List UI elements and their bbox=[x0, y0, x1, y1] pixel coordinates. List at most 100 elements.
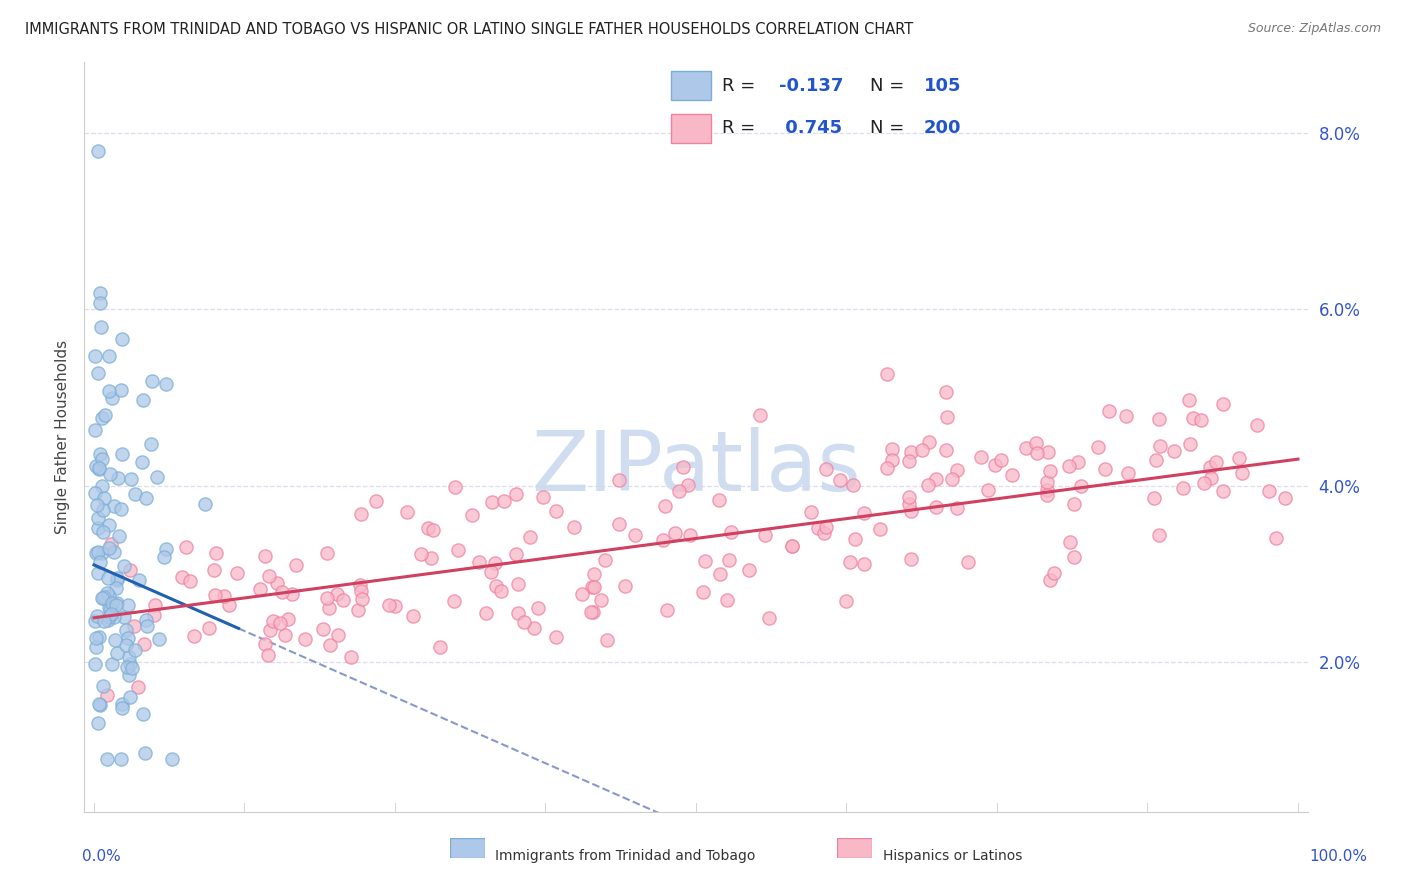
Point bbox=[112, 559, 135, 574]
Point bbox=[1144, 453, 1167, 467]
Point bbox=[1180, 436, 1202, 450]
Point bbox=[593, 552, 616, 566]
Point bbox=[1066, 455, 1088, 469]
Point bbox=[120, 472, 142, 486]
Point bbox=[935, 443, 957, 458]
Text: ZIPatlas: ZIPatlas bbox=[531, 426, 860, 508]
Bar bbox=[671, 71, 711, 100]
Point bbox=[838, 556, 860, 570]
Point bbox=[170, 570, 193, 584]
Point bbox=[692, 584, 714, 599]
Text: Hispanics or Latinos: Hispanics or Latinos bbox=[883, 849, 1022, 863]
Point bbox=[135, 613, 157, 627]
Point bbox=[444, 480, 467, 494]
Point bbox=[1227, 450, 1250, 465]
Point bbox=[96, 586, 118, 600]
Point bbox=[115, 660, 138, 674]
Point bbox=[844, 532, 866, 546]
Point bbox=[155, 376, 177, 391]
Point bbox=[107, 471, 129, 485]
Point bbox=[91, 524, 114, 539]
Point bbox=[318, 638, 340, 652]
Point bbox=[97, 541, 120, 556]
Point bbox=[925, 500, 948, 514]
Point bbox=[505, 487, 527, 501]
Point bbox=[716, 592, 738, 607]
Point bbox=[87, 462, 110, 476]
Point bbox=[114, 623, 136, 637]
Point bbox=[429, 640, 451, 654]
Point bbox=[86, 544, 108, 558]
Point bbox=[1192, 476, 1215, 491]
Point bbox=[93, 503, 115, 517]
Point bbox=[1039, 573, 1062, 587]
Point bbox=[155, 542, 177, 557]
Point bbox=[105, 571, 128, 585]
Point bbox=[91, 591, 114, 606]
Point bbox=[101, 391, 124, 405]
Point bbox=[1274, 491, 1296, 505]
Point bbox=[93, 491, 115, 505]
Point bbox=[87, 366, 110, 380]
Point bbox=[262, 614, 284, 628]
Point bbox=[607, 517, 630, 532]
Point bbox=[110, 502, 132, 516]
Point bbox=[86, 609, 108, 624]
Point bbox=[898, 453, 921, 467]
Point bbox=[672, 460, 695, 475]
Point bbox=[89, 630, 111, 644]
Point bbox=[1143, 491, 1166, 505]
Point bbox=[754, 528, 776, 542]
Point bbox=[384, 599, 406, 613]
Point bbox=[118, 690, 141, 704]
Point bbox=[143, 607, 166, 622]
Point bbox=[758, 611, 780, 625]
Point bbox=[91, 591, 114, 606]
Point bbox=[108, 529, 131, 543]
Point bbox=[1149, 439, 1171, 453]
Point bbox=[112, 610, 135, 624]
Point bbox=[506, 577, 529, 591]
Point bbox=[897, 490, 920, 504]
Point bbox=[84, 349, 107, 363]
Point bbox=[104, 598, 127, 612]
Point bbox=[97, 571, 120, 585]
Point bbox=[105, 581, 128, 595]
Point bbox=[1163, 444, 1185, 458]
Point bbox=[153, 549, 176, 564]
Point bbox=[1038, 445, 1060, 459]
Point bbox=[315, 591, 337, 606]
Point bbox=[492, 494, 515, 508]
Point bbox=[970, 450, 993, 464]
Point bbox=[84, 631, 107, 645]
Point bbox=[693, 554, 716, 568]
Point bbox=[114, 638, 136, 652]
Point bbox=[655, 603, 678, 617]
Point bbox=[1182, 410, 1205, 425]
Point bbox=[607, 473, 630, 487]
Point bbox=[254, 637, 277, 651]
Point bbox=[664, 525, 686, 540]
Text: N =: N = bbox=[870, 77, 910, 95]
Point bbox=[104, 632, 127, 647]
Point bbox=[364, 494, 387, 508]
Point bbox=[141, 374, 163, 388]
Point bbox=[1205, 455, 1227, 469]
Point bbox=[489, 584, 512, 599]
Point bbox=[1026, 446, 1049, 460]
Point bbox=[98, 589, 121, 603]
Point bbox=[531, 490, 554, 504]
Point bbox=[148, 632, 170, 647]
Point bbox=[225, 566, 247, 580]
Point bbox=[131, 455, 153, 469]
Point bbox=[990, 452, 1012, 467]
Point bbox=[350, 592, 373, 607]
Point bbox=[274, 628, 297, 642]
Point bbox=[128, 574, 150, 588]
Point bbox=[98, 603, 121, 617]
Text: 200: 200 bbox=[924, 120, 962, 137]
Point bbox=[815, 462, 838, 476]
Point bbox=[111, 697, 134, 711]
Point bbox=[1258, 483, 1281, 498]
Point bbox=[546, 630, 568, 644]
